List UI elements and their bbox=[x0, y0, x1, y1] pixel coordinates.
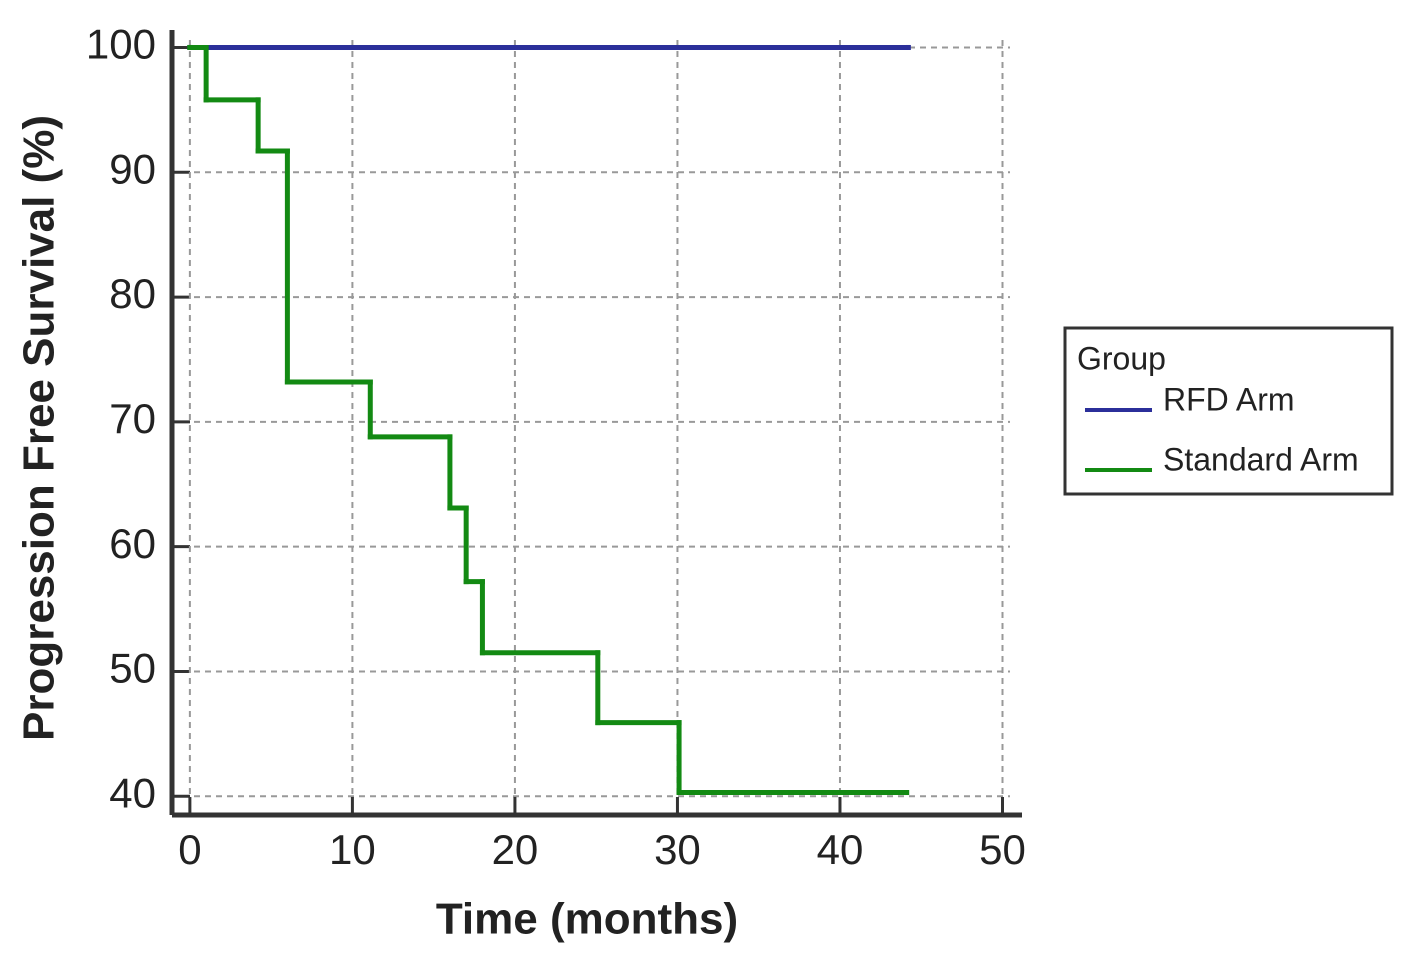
x-tick-label: 40 bbox=[817, 826, 864, 873]
y-tick-label: 40 bbox=[109, 769, 156, 816]
y-tick-label: 50 bbox=[109, 645, 156, 692]
legend-label: Standard Arm bbox=[1163, 441, 1359, 477]
legend-label: RFD Arm bbox=[1163, 381, 1295, 417]
y-tick-label: 80 bbox=[109, 270, 156, 317]
y-tick-label: 70 bbox=[109, 395, 156, 442]
y-tick-label: 100 bbox=[86, 21, 156, 68]
x-tick-label: 10 bbox=[329, 826, 376, 873]
x-axis-title: Time (months) bbox=[436, 895, 738, 944]
x-tick-label: 0 bbox=[178, 826, 201, 873]
x-tick-label: 50 bbox=[979, 826, 1026, 873]
legend-title: Group bbox=[1077, 340, 1166, 376]
y-axis-title: Progression Free Survival (%) bbox=[15, 115, 64, 741]
y-tick-label: 90 bbox=[109, 145, 156, 192]
x-tick-label: 30 bbox=[654, 826, 701, 873]
y-tick-label: 60 bbox=[109, 520, 156, 567]
x-tick-label: 20 bbox=[492, 826, 539, 873]
